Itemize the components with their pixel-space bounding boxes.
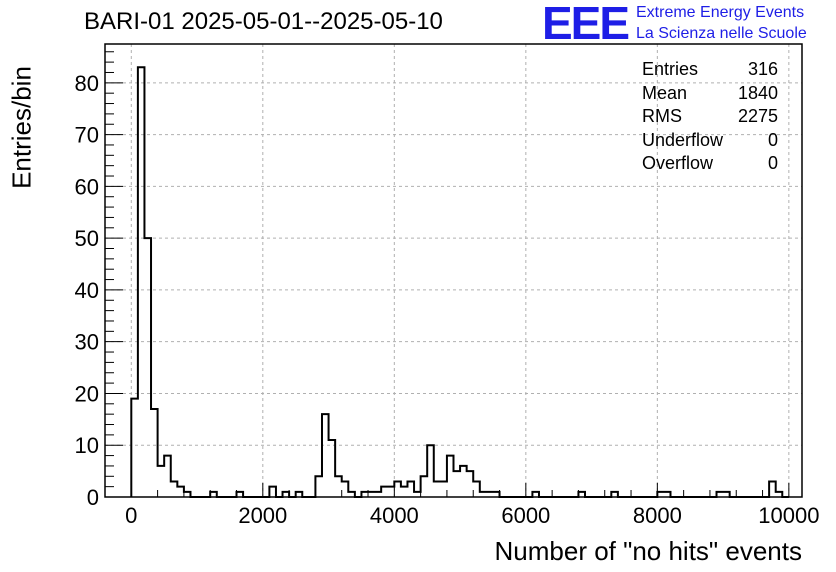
histogram-bin <box>171 481 178 497</box>
histogram-bin <box>296 492 303 497</box>
histogram-bin <box>427 445 434 497</box>
histogram-bin <box>361 492 368 497</box>
histogram-bin <box>322 414 329 497</box>
stats-label: Entries <box>642 59 699 79</box>
histogram-bin <box>348 492 355 497</box>
x-tick-label: 0 <box>125 503 137 528</box>
histogram-bin <box>177 487 184 497</box>
histogram-bin <box>375 492 382 497</box>
stats-label: RMS <box>642 106 682 126</box>
y-tick-label: 20 <box>75 381 99 406</box>
x-tick-label: 8000 <box>633 503 682 528</box>
histogram-bin <box>315 476 322 497</box>
histogram-bin <box>381 487 388 497</box>
x-axis-label: Number of "no hits" events <box>494 536 803 566</box>
x-tick-label: 10000 <box>758 503 819 528</box>
stats-value: 0 <box>767 129 778 150</box>
histogram-bin <box>342 481 349 497</box>
x-tick-label: 6000 <box>501 503 550 528</box>
y-tick-label: 60 <box>75 174 99 199</box>
histogram-bin <box>138 67 145 497</box>
histogram-bin <box>210 492 217 497</box>
histogram-bin <box>158 466 165 497</box>
stats-value: 1840 <box>737 82 778 103</box>
y-axis-label-text: Entries/bin <box>6 66 37 189</box>
chart-title: BARI-01 2025-05-01--2025-05-10 <box>84 8 443 35</box>
histogram-bin <box>164 456 171 497</box>
histogram-bin <box>131 399 138 497</box>
histogram-bin <box>578 492 585 497</box>
eee-logo: EEE <box>542 0 630 49</box>
histogram-bin <box>480 492 487 497</box>
y-tick-label: 40 <box>75 278 99 303</box>
stats-label: Overflow <box>642 153 714 173</box>
stats-row-overflow: Overflow 0 <box>642 152 778 176</box>
histogram-bin <box>329 440 336 497</box>
stats-row-entries: Entries 316 <box>642 58 778 82</box>
histogram-bin <box>493 492 500 497</box>
histogram-bin <box>414 492 421 497</box>
stats-row-rms: RMS 2275 <box>642 105 778 129</box>
histogram-bin <box>401 487 408 497</box>
stats-value: 0 <box>767 153 778 173</box>
histogram-bin <box>532 492 539 497</box>
histogram-bin <box>184 492 191 497</box>
histogram-bin <box>388 487 395 497</box>
histogram-bin <box>440 481 447 497</box>
y-tick-label: 0 <box>87 485 99 510</box>
histogram-bin <box>657 492 664 497</box>
histogram-bin <box>407 481 414 497</box>
x-tick-label: 2000 <box>238 503 287 528</box>
histogram-bin <box>454 471 461 497</box>
histogram-bin <box>467 471 474 497</box>
y-tick-label: 70 <box>75 123 99 148</box>
y-tick-label: 50 <box>75 226 99 251</box>
plot-frame <box>104 43 803 498</box>
histogram-bin <box>283 492 290 497</box>
histogram-bin <box>776 492 783 497</box>
histogram-bin <box>447 456 454 497</box>
stats-box: Entries 316 Mean 1840 RMS 2275 Underflow 0 O… <box>642 58 778 176</box>
stats-value: 316 <box>747 59 778 79</box>
histogram-bin <box>237 492 244 497</box>
logo-line-2: La Scienza nelle Scuole <box>636 25 807 42</box>
histogram-bin <box>717 492 724 497</box>
y-tick-label: 80 <box>75 71 99 96</box>
histogram-bin <box>368 492 375 497</box>
y-tick-label: 30 <box>75 330 99 355</box>
histogram-bin <box>335 476 342 497</box>
stats-label: Underflow <box>642 129 724 150</box>
histogram-bin <box>664 492 671 497</box>
logo-line-1: Extreme Energy Events <box>636 4 805 21</box>
histogram-bin <box>486 492 493 497</box>
histogram-bin <box>394 481 401 497</box>
histogram-bin <box>611 492 618 497</box>
histogram-bin <box>421 476 428 497</box>
histogram-bin <box>434 481 441 497</box>
stats-row-underflow: Underflow 0 <box>642 129 778 153</box>
stats-row-mean: Mean 1840 <box>642 82 778 106</box>
histogram-bin <box>144 238 151 497</box>
histogram-bin <box>269 487 276 497</box>
x-tick-label: 4000 <box>370 503 419 528</box>
histogram-bin <box>723 492 730 497</box>
histogram-bin <box>769 481 776 497</box>
histogram-bin <box>460 466 467 497</box>
y-tick-label: 10 <box>75 433 99 458</box>
stats-value: 2275 <box>737 106 778 126</box>
stats-label: Mean <box>642 82 688 103</box>
histogram-bin <box>151 409 158 497</box>
histogram-bin <box>473 481 480 497</box>
